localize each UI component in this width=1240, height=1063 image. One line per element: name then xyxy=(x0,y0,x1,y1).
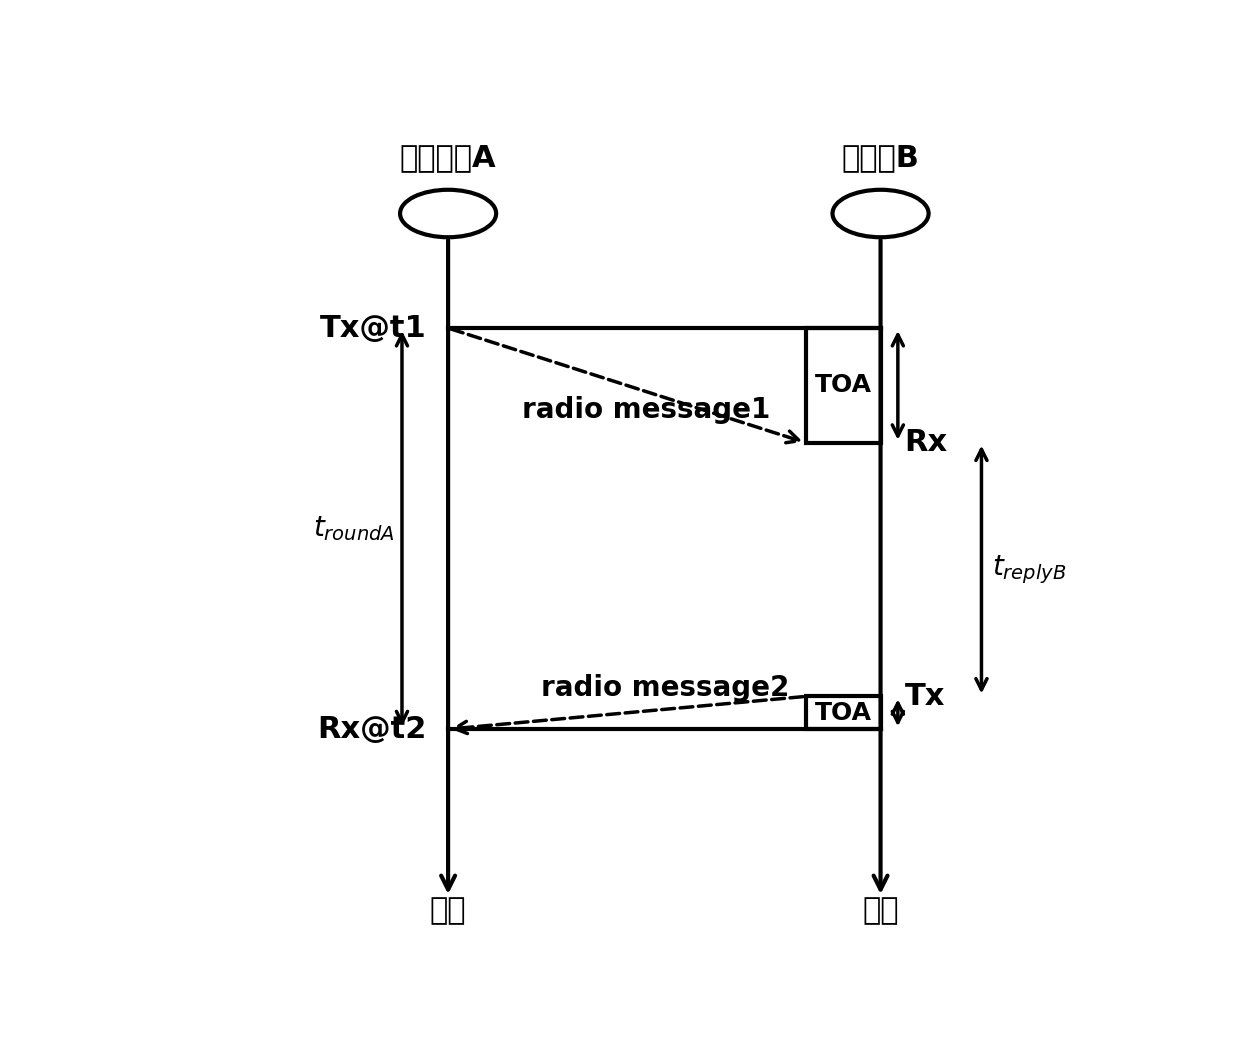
Text: $t_{roundA}$: $t_{roundA}$ xyxy=(312,514,394,543)
Text: Tx: Tx xyxy=(905,682,945,711)
Text: TOA: TOA xyxy=(815,373,872,398)
Text: 时间: 时间 xyxy=(862,896,899,926)
Text: radio message1: radio message1 xyxy=(522,395,770,424)
Text: Rx: Rx xyxy=(905,428,947,457)
Text: Tx@t1: Tx@t1 xyxy=(320,314,427,342)
Text: 锚节点B: 锚节点B xyxy=(842,142,920,172)
Text: radio message2: radio message2 xyxy=(541,674,790,703)
Text: $t_{replyB}$: $t_{replyB}$ xyxy=(992,553,1066,586)
Text: 移动目标A: 移动目标A xyxy=(399,142,496,172)
Text: Rx@t2: Rx@t2 xyxy=(317,714,427,744)
Text: 时间: 时间 xyxy=(430,896,466,926)
Text: TOA: TOA xyxy=(815,701,872,725)
